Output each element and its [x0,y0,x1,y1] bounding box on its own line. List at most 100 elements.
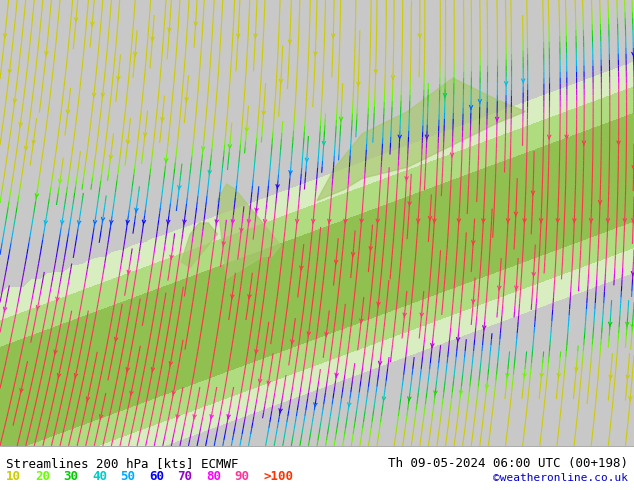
Polygon shape [181,223,217,268]
FancyArrowPatch shape [236,34,240,38]
FancyArrowPatch shape [626,322,629,327]
FancyArrowPatch shape [168,28,171,32]
FancyArrowPatch shape [391,75,395,80]
FancyArrowPatch shape [606,219,609,223]
FancyArrowPatch shape [609,322,612,327]
FancyArrowPatch shape [289,171,292,175]
FancyArrowPatch shape [548,135,551,140]
FancyArrowPatch shape [291,340,294,344]
FancyArrowPatch shape [540,219,543,223]
FancyArrowPatch shape [408,202,411,206]
FancyArrowPatch shape [498,286,501,291]
FancyArrowPatch shape [339,117,343,122]
Text: 60: 60 [149,470,164,483]
FancyArrowPatch shape [3,34,7,38]
FancyArrowPatch shape [160,118,164,122]
FancyArrowPatch shape [532,272,535,277]
FancyArrowPatch shape [202,147,205,151]
FancyArrowPatch shape [58,373,61,378]
FancyArrowPatch shape [506,373,509,378]
FancyArrowPatch shape [67,110,70,115]
FancyArrowPatch shape [110,220,113,225]
FancyArrowPatch shape [208,171,211,175]
Text: >100: >100 [263,470,293,483]
FancyArrowPatch shape [307,332,311,336]
FancyArrowPatch shape [565,135,568,140]
FancyArrowPatch shape [374,70,377,74]
FancyArrowPatch shape [429,217,432,221]
FancyArrowPatch shape [631,271,634,276]
FancyArrowPatch shape [514,212,517,217]
FancyArrowPatch shape [231,294,234,299]
FancyArrowPatch shape [101,93,105,98]
FancyArrowPatch shape [240,228,243,233]
FancyArrowPatch shape [351,252,355,257]
FancyArrowPatch shape [328,219,331,224]
FancyArrowPatch shape [183,220,186,224]
FancyArrowPatch shape [540,373,543,378]
FancyArrowPatch shape [623,219,626,223]
FancyArrowPatch shape [398,135,401,140]
FancyArrowPatch shape [443,94,447,98]
FancyArrowPatch shape [93,93,96,98]
FancyArrowPatch shape [472,299,475,304]
FancyArrowPatch shape [632,166,634,170]
FancyArrowPatch shape [574,368,578,372]
FancyArrowPatch shape [405,176,408,181]
FancyArrowPatch shape [469,105,473,110]
FancyArrowPatch shape [178,186,181,190]
FancyArrowPatch shape [300,266,303,270]
FancyArrowPatch shape [58,179,62,184]
FancyArrowPatch shape [507,219,510,223]
FancyArrowPatch shape [231,220,235,224]
FancyArrowPatch shape [101,218,105,222]
FancyArrowPatch shape [254,34,257,38]
FancyArrowPatch shape [314,403,317,407]
FancyArrowPatch shape [403,313,406,318]
FancyArrowPatch shape [54,350,57,355]
FancyArrowPatch shape [152,368,155,372]
FancyArrowPatch shape [32,140,36,145]
FancyArrowPatch shape [573,219,576,223]
FancyArrowPatch shape [457,219,460,223]
FancyArrowPatch shape [631,324,634,329]
FancyArrowPatch shape [126,368,129,372]
FancyArrowPatch shape [8,70,11,74]
FancyArrowPatch shape [505,82,508,86]
FancyArrowPatch shape [590,219,593,223]
FancyArrowPatch shape [228,145,231,149]
FancyArrowPatch shape [295,220,299,224]
FancyArrowPatch shape [433,219,436,223]
FancyArrowPatch shape [335,260,338,265]
FancyArrowPatch shape [382,397,385,401]
FancyArrowPatch shape [631,52,634,57]
FancyArrowPatch shape [279,409,282,413]
FancyArrowPatch shape [126,140,130,145]
Text: 40: 40 [92,470,107,483]
FancyArrowPatch shape [430,343,434,348]
FancyArrowPatch shape [376,219,379,223]
FancyArrowPatch shape [19,122,22,127]
FancyArrowPatch shape [378,361,382,366]
FancyArrowPatch shape [100,415,103,419]
FancyArrowPatch shape [522,79,525,83]
FancyArrowPatch shape [314,52,317,56]
FancyArrowPatch shape [259,379,262,384]
FancyArrowPatch shape [45,51,48,56]
FancyArrowPatch shape [172,391,176,395]
Text: 50: 50 [120,470,136,483]
FancyArrowPatch shape [248,294,251,299]
FancyArrowPatch shape [262,111,266,116]
FancyArrowPatch shape [276,184,280,189]
Text: 10: 10 [6,470,22,483]
FancyArrowPatch shape [255,208,258,213]
FancyArrowPatch shape [169,362,172,366]
FancyArrowPatch shape [557,373,560,378]
FancyArrowPatch shape [109,155,112,160]
FancyArrowPatch shape [75,18,78,22]
FancyArrowPatch shape [418,34,422,38]
FancyArrowPatch shape [222,242,225,246]
FancyArrowPatch shape [36,194,39,198]
FancyArrowPatch shape [127,270,131,275]
FancyArrowPatch shape [523,219,526,223]
